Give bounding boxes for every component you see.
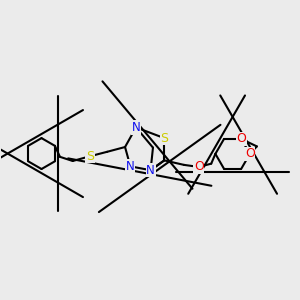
Text: N: N <box>146 164 155 177</box>
Text: O: O <box>236 132 246 146</box>
Text: N: N <box>126 160 135 173</box>
Text: N: N <box>132 121 140 134</box>
Text: S: S <box>160 132 168 145</box>
Text: S: S <box>86 150 94 163</box>
Text: O: O <box>245 147 255 161</box>
Text: O: O <box>194 160 204 173</box>
